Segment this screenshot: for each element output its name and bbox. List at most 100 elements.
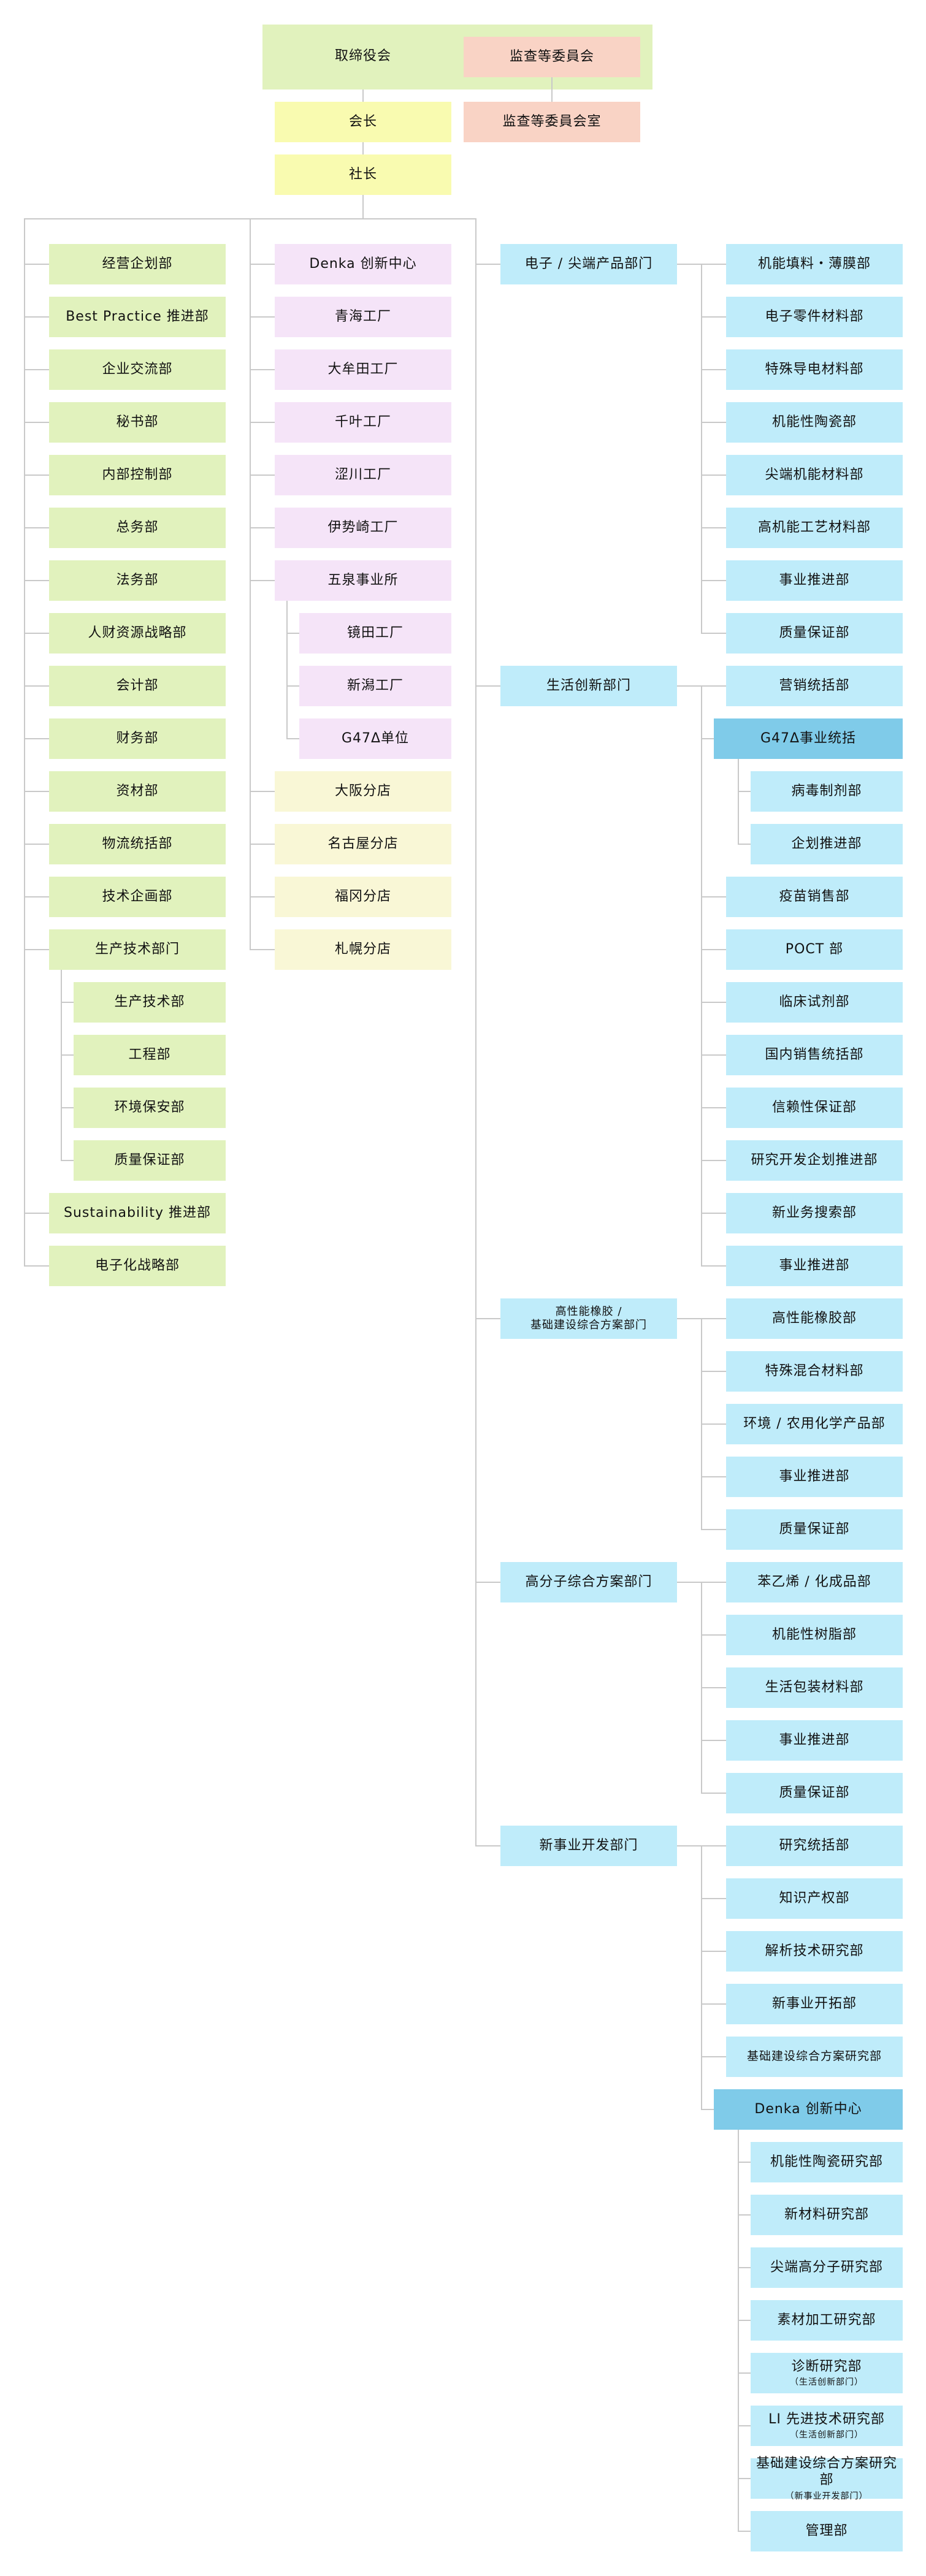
- plant-office-label: 涩川工厂: [334, 467, 391, 483]
- sub-department: 基础建设综合方案研究部 （新事业开发部门）: [751, 2456, 903, 2501]
- board-of-directors-label: 取缔役会: [334, 48, 391, 64]
- department: 苯乙烯 / 化成品部: [726, 1562, 903, 1602]
- connector-line: [702, 685, 726, 687]
- corporate-department: 生产技术部门: [49, 929, 226, 970]
- business-unit: Denka 创新中心: [714, 2089, 903, 2130]
- connector-line: [25, 580, 49, 581]
- department-label: 苯乙烯 / 化成品部: [757, 1574, 871, 1590]
- connector-line: [702, 1213, 726, 1214]
- connector-line: [476, 264, 500, 265]
- department: 疫苗销售部: [726, 877, 903, 917]
- business-division-label: 高分子综合方案部门: [525, 1574, 652, 1590]
- business-division: 高性能橡胶 / 基础建设综合方案部门: [500, 1298, 677, 1339]
- corporate-department: Best Practice 推进部: [49, 297, 226, 337]
- connector-line: [250, 844, 275, 845]
- sub-department: LI 先进技术研究部 （生活创新部门）: [751, 2406, 903, 2446]
- department-label: 事业推进部: [779, 573, 850, 589]
- connector-line: [250, 264, 275, 265]
- connector-line: [25, 316, 49, 318]
- plant-office-label: 伊势崎工厂: [327, 520, 399, 536]
- plant-office: 伊势崎工厂: [275, 508, 451, 548]
- connector-line: [702, 2003, 726, 2005]
- connector-line: [702, 422, 726, 423]
- department-label: 质量保证部: [779, 625, 850, 641]
- corporate-department-label: 生产技术部门: [94, 942, 180, 958]
- plant-office-sub-label: G47Δ单位: [341, 731, 410, 747]
- department: 质量保证部: [726, 1773, 903, 1813]
- department-label: 信赖性保证部: [771, 1100, 857, 1116]
- department-label: 疫苗销售部: [779, 889, 850, 905]
- plant-office-label: 大牟田工厂: [327, 362, 399, 378]
- plant-office-label: 千叶工厂: [334, 414, 391, 430]
- connector-line: [476, 1318, 500, 1319]
- plant-office: 名古屋分店: [275, 824, 451, 864]
- department: 研究开发企划推进部: [726, 1140, 903, 1181]
- department: 基础建设综合方案研究部: [726, 2037, 903, 2077]
- corporate-department-sub-label: 环境保安部: [114, 1100, 185, 1116]
- plant-office-label: Denka 创新中心: [309, 256, 417, 272]
- department-label: 国内销售统括部: [765, 1047, 864, 1063]
- plant-office-sub: 镜田工厂: [299, 613, 451, 654]
- sub-department-label: 诊断研究部: [791, 2358, 862, 2374]
- connector-line: [702, 474, 726, 476]
- corporate-department: 秘书部: [49, 402, 226, 443]
- connector-line: [25, 844, 49, 845]
- department-label: 尖端机能材料部: [765, 467, 864, 483]
- corporate-department: 内部控制部: [49, 455, 226, 495]
- plant-office: 五泉事业所: [275, 560, 451, 601]
- department-label: 高机能工艺材料部: [757, 520, 871, 536]
- department: 质量保证部: [726, 1509, 903, 1550]
- connector-line: [25, 527, 49, 528]
- business-unit-label: Denka 创新中心: [754, 2102, 862, 2117]
- connector-line: [677, 685, 702, 687]
- connector-line: [738, 2320, 751, 2321]
- department-label: 临床试剂部: [779, 994, 850, 1010]
- plant-office-label: 五泉事业所: [327, 573, 399, 589]
- connector-line: [551, 77, 553, 102]
- connector-line: [287, 738, 299, 739]
- sub-department: 病毒制剂部: [751, 771, 903, 812]
- plant-office-sub: G47Δ单位: [299, 718, 451, 759]
- connector-line: [677, 264, 702, 265]
- connector-line: [702, 738, 714, 739]
- connector-line: [250, 896, 275, 897]
- department: 高机能工艺材料部: [726, 508, 903, 548]
- connector-line: [250, 527, 275, 528]
- connector-line: [701, 1319, 702, 1530]
- connector-line: [702, 1793, 726, 1794]
- department: 生活包装材料部: [726, 1667, 903, 1708]
- corporate-department-label: Sustainability 推进部: [64, 1205, 211, 1221]
- plant-office: Denka 创新中心: [275, 244, 451, 284]
- department-label: 高性能橡胶部: [771, 1311, 857, 1327]
- connector-line: [250, 580, 275, 581]
- department-label: 事业推进部: [779, 1732, 850, 1748]
- department: 事业推进部: [726, 560, 903, 601]
- connector-line: [702, 1740, 726, 1741]
- department: 解析技术研究部: [726, 1931, 903, 1972]
- corporate-department-sub: 质量保证部: [74, 1140, 226, 1181]
- business-division: 高分子综合方案部门: [500, 1562, 677, 1602]
- connector-line: [702, 1318, 726, 1319]
- connector-line: [476, 1845, 500, 1846]
- department-label: 生活包装材料部: [765, 1680, 864, 1696]
- plant-office: 福冈分店: [275, 877, 451, 917]
- sub-department-label: 机能性陶瓷研究部: [770, 2154, 883, 2170]
- corporate-department: 总务部: [49, 508, 226, 548]
- corporate-department-label: 秘书部: [116, 414, 159, 430]
- connector-line: [25, 1213, 49, 1214]
- connector-line: [25, 633, 49, 634]
- connector-line: [702, 949, 726, 950]
- department: 信赖性保证部: [726, 1088, 903, 1128]
- corporate-department-label: Best Practice 推进部: [66, 309, 209, 325]
- connector-line: [702, 527, 726, 528]
- business-division-label: 新事业开发部门: [539, 1838, 638, 1854]
- connector-line: [738, 2478, 751, 2479]
- connector-line: [362, 142, 364, 154]
- connector-line: [738, 2372, 751, 2374]
- department: 事业推进部: [726, 1457, 903, 1497]
- sub-department: 尖端高分子研究部: [751, 2247, 903, 2288]
- sub-department-label: 尖端高分子研究部: [770, 2260, 883, 2276]
- department-label: 研究开发企划推进部: [751, 1153, 878, 1168]
- department: 特殊导电材料部: [726, 349, 903, 390]
- corporate-department-label: 电子化战略部: [94, 1258, 180, 1274]
